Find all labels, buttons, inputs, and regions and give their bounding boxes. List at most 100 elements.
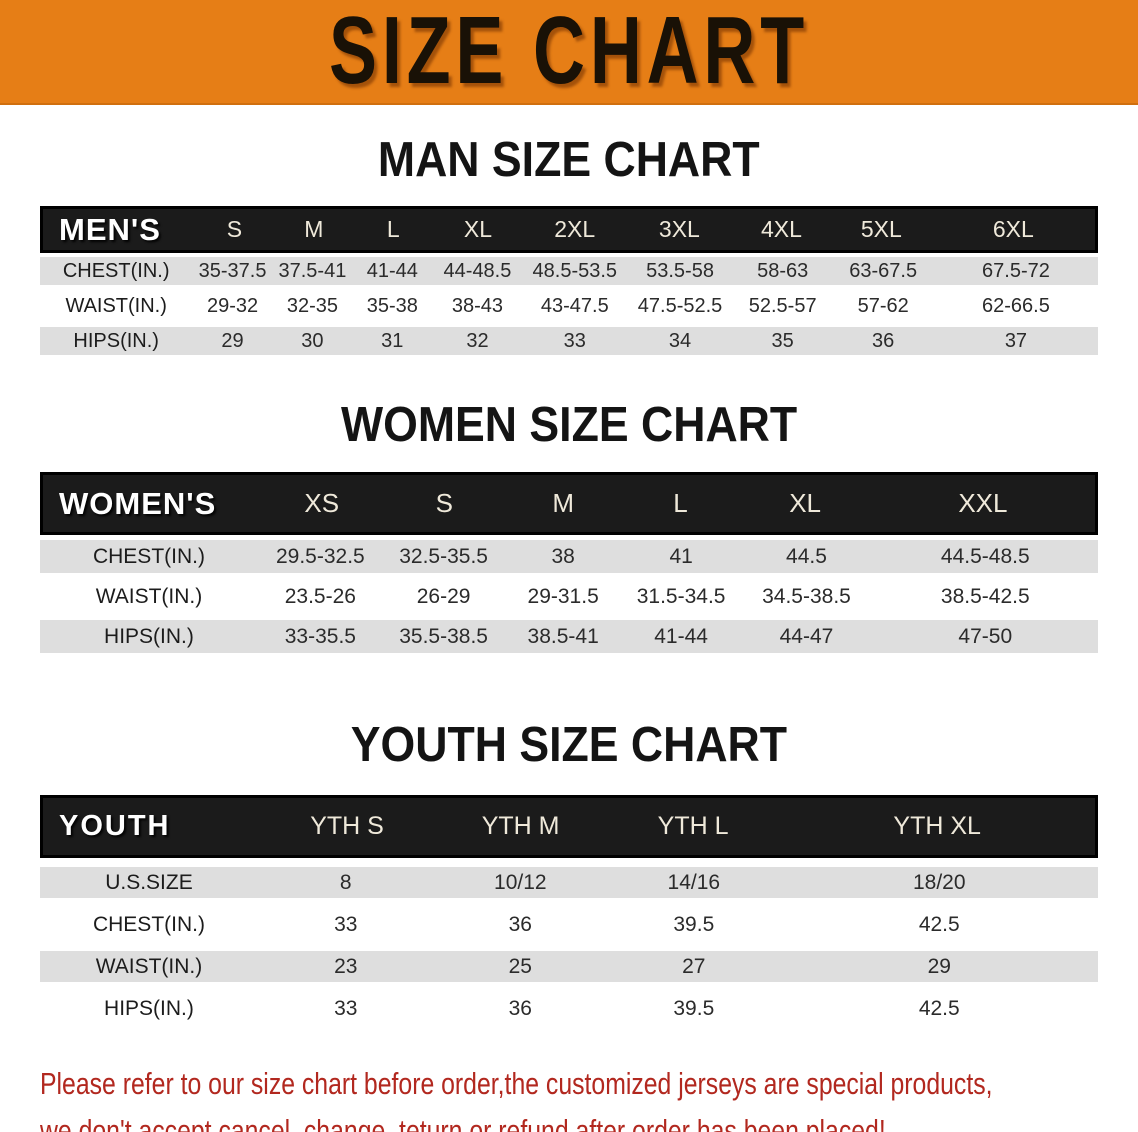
table-cell: 34 xyxy=(668,329,692,352)
table-cell: 62-66.5 xyxy=(982,294,1050,317)
table-cell: 38.5-41 xyxy=(527,624,599,648)
column-header: YTH XL xyxy=(893,812,981,840)
column-header: L xyxy=(673,488,688,518)
women-size-table: WOMEN'S XS S M L XL XXL CHEST(IN.) 29.5-32.5 32.5… xyxy=(40,472,1098,653)
row-label: U.S.SIZE xyxy=(105,870,193,894)
women-section-heading: WOMEN SIZE CHART xyxy=(0,396,1138,452)
table-cell: 53.5-58 xyxy=(646,259,714,282)
table-cell: 36 xyxy=(508,996,532,1020)
table-title-cell: YOUTH xyxy=(59,810,171,842)
table-header-row: YOUTH YTH S YTH M YTH L YTH XL xyxy=(40,795,1098,858)
row-label: WAIST(IN.) xyxy=(95,954,203,978)
table-cell: 36 xyxy=(508,912,532,936)
column-header: YTH S xyxy=(310,812,384,840)
table-cell: 48.5-53.5 xyxy=(532,259,618,282)
table-cell: 35.5-38.5 xyxy=(399,624,488,648)
table-row: CHEST(IN.) 29.5-32.5 32.5-35.5 38 41 44.5 44.5… xyxy=(40,540,1098,573)
column-header: YTH M xyxy=(481,812,560,840)
table-cell: 39.5 xyxy=(673,996,715,1020)
table-cell: 42.5 xyxy=(918,912,960,936)
row-label: CHEST(IN.) xyxy=(62,259,170,282)
men-section-heading: MAN SIZE CHART xyxy=(0,131,1138,187)
table-cell: 57-62 xyxy=(857,294,909,317)
table-cell: 23.5-26 xyxy=(284,584,356,608)
table-cell: 29 xyxy=(927,954,951,978)
table-cell: 44-48.5 xyxy=(443,259,512,282)
table-cell: 47.5-52.5 xyxy=(637,294,723,317)
table-cell: 23 xyxy=(334,954,358,978)
column-header: XL xyxy=(789,488,822,518)
row-label: HIPS(IN.) xyxy=(73,329,159,352)
column-header: 2XL xyxy=(554,216,596,242)
table-title-cell: MEN'S xyxy=(59,211,161,247)
column-header: S xyxy=(226,216,243,242)
table-cell: 37.5-41 xyxy=(278,259,347,282)
women-heading-text: WOMEN SIZE CHART xyxy=(340,396,798,452)
column-header: M xyxy=(304,216,324,242)
table-cell: 58-63 xyxy=(757,259,809,282)
table-cell: 38 xyxy=(551,544,575,568)
table-cell: 32-35 xyxy=(286,294,338,317)
table-cell: 29-31.5 xyxy=(527,584,599,608)
men-size-table: MEN'S S M L XL 2XL 3XL 4XL 5XL 6XL CHEST(IN.) 35-37… xyxy=(40,206,1098,355)
youth-heading-text: YOUTH SIZE CHART xyxy=(350,716,788,772)
column-header: XXL xyxy=(958,488,1008,518)
table-row: WAIST(IN.) 23.5-26 26-29 29-31.5 31.5-34.5 34… xyxy=(40,580,1098,613)
table-cell: 38.5-42.5 xyxy=(940,584,1030,608)
table-cell: 52.5-57 xyxy=(748,294,817,317)
youth-size-table: YOUTH YTH S YTH M YTH L YTH XL U.S.SIZE 8 10/12… xyxy=(40,795,1098,1024)
table-cell: 32 xyxy=(466,329,489,352)
table-cell: 33-35.5 xyxy=(284,624,356,648)
row-label: CHEST(IN.) xyxy=(92,544,205,568)
table-cell: 27 xyxy=(682,954,706,978)
table-cell: 29 xyxy=(221,329,244,352)
column-header: 3XL xyxy=(658,216,700,242)
table-cell: 29.5-32.5 xyxy=(275,544,365,568)
table-row: WAIST(IN.) 29-32 32-35 35-38 38-43 43-47.5 47.… xyxy=(40,292,1098,320)
table-cell: 39.5 xyxy=(673,912,715,936)
table-cell: 67.5-72 xyxy=(982,259,1050,282)
table-row: HIPS(IN.) 33-35.5 35.5-38.5 38.5-41 41-44 44-… xyxy=(40,620,1098,653)
table-cell: 25 xyxy=(508,954,532,978)
table-cell: 36 xyxy=(872,329,895,352)
table-cell: 33 xyxy=(334,996,358,1020)
column-header: 5XL xyxy=(860,216,902,242)
table-header-row: WOMEN'S XS S M L XL XXL xyxy=(40,472,1098,535)
column-header: 6XL xyxy=(992,216,1034,242)
table-cell: 43-47.5 xyxy=(540,294,609,317)
table-cell: 41 xyxy=(669,544,693,568)
table-cell: 26-29 xyxy=(416,584,471,608)
table-cell: 18/20 xyxy=(912,870,966,894)
column-header: XL xyxy=(463,216,493,242)
row-label: HIPS(IN.) xyxy=(104,624,194,648)
table-cell: 30 xyxy=(301,329,324,352)
youth-section-heading: YOUTH SIZE CHART xyxy=(0,716,1138,772)
disclaimer-note: Please refer to our size chart before or… xyxy=(40,1060,1138,1132)
table-cell: 41-44 xyxy=(366,259,418,282)
disclaimer-line-2: we don't accept cancel, change, teturn o… xyxy=(40,1113,886,1132)
table-row: CHEST(IN.) 33 36 39.5 42.5 xyxy=(40,909,1098,940)
table-cell: 32.5-35.5 xyxy=(399,544,488,568)
table-cell: 31.5-34.5 xyxy=(636,584,726,608)
table-header-row: MEN'S S M L XL 2XL 3XL 4XL 5XL 6XL xyxy=(40,206,1098,253)
table-cell: 33 xyxy=(334,912,358,936)
table-cell: 33 xyxy=(563,329,586,352)
table-cell: 34.5-38.5 xyxy=(762,584,851,608)
table-row: U.S.SIZE 8 10/12 14/16 18/20 xyxy=(40,867,1098,898)
table-cell: 14/16 xyxy=(667,870,721,894)
column-header: S xyxy=(435,488,453,518)
row-label: HIPS(IN.) xyxy=(104,996,194,1020)
table-cell: 35-38 xyxy=(366,294,418,317)
table-cell: 31 xyxy=(381,329,404,352)
table-cell: 10/12 xyxy=(494,870,547,894)
table-cell: 44.5-48.5 xyxy=(940,544,1030,568)
banner-title: SIZE CHART xyxy=(329,0,809,104)
table-cell: 42.5 xyxy=(918,996,960,1020)
table-cell: 44-47 xyxy=(779,624,834,648)
disclaimer-line-1: Please refer to our size chart before or… xyxy=(40,1066,993,1101)
men-heading-text: MAN SIZE CHART xyxy=(378,131,760,187)
table-cell: 41-44 xyxy=(654,624,708,648)
column-header: M xyxy=(552,488,575,518)
column-header: L xyxy=(386,216,400,242)
table-cell: 29-32 xyxy=(206,294,259,317)
